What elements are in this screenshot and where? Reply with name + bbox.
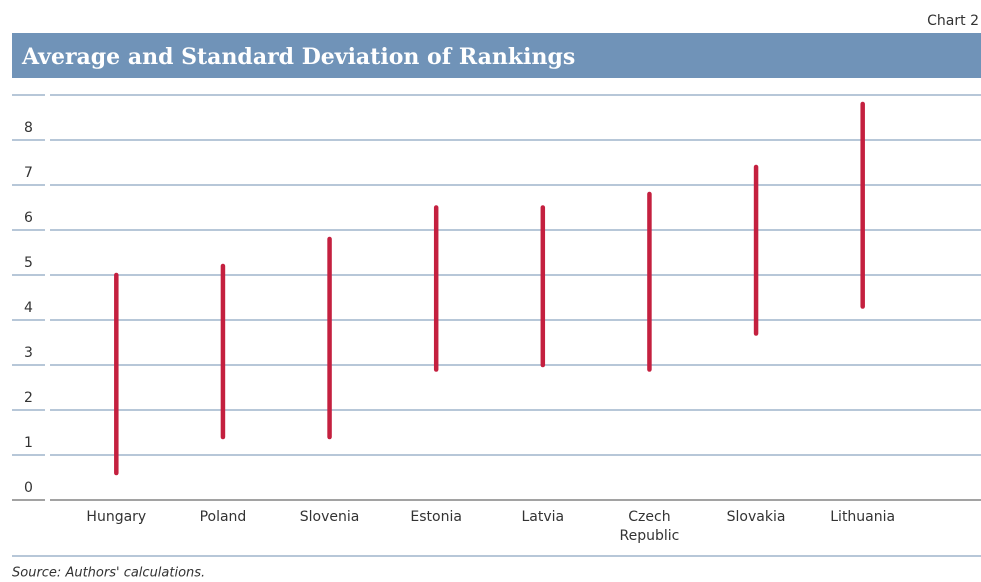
- y-tick-label: 4: [24, 300, 33, 316]
- x-tick-label: Latvia: [521, 509, 565, 525]
- chart-title: Average and Standard Deviation of Rankin…: [21, 44, 575, 70]
- y-tick-label: 0: [24, 480, 33, 496]
- x-tick-label: Slovenia: [299, 509, 360, 525]
- x-tick-label: Estonia: [410, 509, 462, 525]
- x-tick-label: Poland: [199, 509, 247, 525]
- y-tick-label: 3: [24, 345, 33, 361]
- x-tick-label: Czech Republic: [619, 509, 680, 544]
- y-tick-label: 6: [24, 210, 33, 226]
- y-tick-label: 7: [24, 165, 33, 181]
- source-note: Source: Authors' calculations.: [12, 566, 205, 581]
- x-tick-label: Hungary: [86, 509, 147, 525]
- y-tick-label: 1: [24, 435, 33, 451]
- y-tick-label: 8: [24, 120, 33, 136]
- x-tick-label: Lithuania: [830, 509, 896, 525]
- chart-label: Chart 2: [927, 13, 979, 29]
- y-tick-label: 5: [24, 255, 33, 271]
- title-band: [12, 33, 981, 78]
- x-tick-label: Slovakia: [726, 509, 786, 525]
- y-tick-label: 2: [24, 390, 33, 406]
